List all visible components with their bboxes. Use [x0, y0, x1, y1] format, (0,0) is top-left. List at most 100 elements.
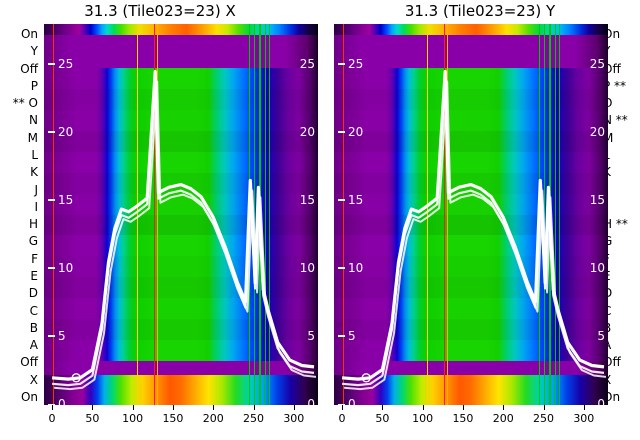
category-label: E — [30, 269, 38, 283]
category-label: H ** — [603, 217, 628, 232]
x-tick-mark — [382, 405, 384, 410]
category-label: On — [20, 390, 38, 404]
x-tick-mark — [172, 405, 174, 410]
y-tick-label-right: 20 — [299, 124, 315, 139]
category-label: C — [29, 303, 38, 318]
x-tick-label: 300 — [283, 412, 305, 425]
y-tick-label: 25 — [48, 58, 73, 70]
x-tick-mark — [293, 405, 295, 410]
x-tick-mark — [253, 405, 255, 410]
category-label: N ** — [603, 113, 628, 128]
y-tick-label-right: 25 — [589, 56, 605, 71]
y-tick-label-right: 15 — [589, 192, 605, 207]
x-tick-mark — [132, 405, 134, 410]
panel-y-x-axis: 0 50 100 150 200 250 300 — [334, 405, 608, 439]
band-top-strip — [44, 24, 318, 35]
y-tick-label: 0 — [48, 398, 66, 405]
x-tick-mark — [503, 405, 505, 410]
y-tick-label-right: 15 — [299, 192, 315, 207]
y-tick-label: 20 — [48, 126, 73, 138]
x-tick-label: 250 — [533, 412, 555, 425]
category-label: X — [29, 372, 38, 387]
y-tick-label-right: 25 — [299, 56, 315, 71]
heatmap-vertical-stripe — [156, 24, 159, 405]
x-tick-label: 0 — [48, 412, 56, 425]
y-tick-label-right: 10 — [299, 260, 315, 275]
category-label: H — [28, 217, 38, 232]
x-tick-label: 150 — [162, 412, 184, 425]
band-upper-gap — [44, 34, 318, 68]
y-tick-label: 25 — [338, 58, 363, 70]
y-tick-label: 0 — [338, 398, 356, 405]
y-tick-label-right: 0 — [597, 397, 605, 405]
y-tick-label: 15 — [48, 194, 73, 206]
x-tick-label: 50 — [375, 412, 390, 425]
profile-marker — [361, 373, 371, 383]
category-label: On — [20, 27, 38, 41]
band-top-strip — [334, 24, 608, 35]
category-label: D — [28, 286, 38, 301]
category-label: N — [29, 113, 38, 128]
x-tick-mark — [52, 405, 54, 410]
heatmap-vertical-stripe — [53, 24, 55, 405]
category-label: P — [30, 78, 38, 93]
x-tick-label: 50 — [85, 412, 100, 425]
heatmap-vertical-stripe — [265, 24, 267, 405]
x-tick-label: 100 — [412, 412, 434, 425]
y-tick-label-right: 5 — [597, 328, 605, 343]
profile-trace — [344, 80, 607, 391]
category-label: L — [31, 148, 38, 162]
category-label: P ** — [603, 78, 627, 93]
y-tick-label-right: 10 — [589, 260, 605, 275]
band-upper-gap — [334, 34, 608, 68]
category-label: J — [34, 182, 38, 197]
panel-x-x-axis: 0 50 100 150 200 250 300 — [44, 405, 318, 439]
y-tick-label-right: 20 — [589, 124, 605, 139]
x-tick-mark — [462, 405, 464, 410]
heatmap-vertical-stripe — [136, 24, 138, 405]
y-tick-label-right: 0 — [307, 397, 315, 405]
heatmap-vertical-stripe — [555, 24, 557, 405]
white-profile-curve — [51, 69, 317, 391]
y-tick-label: 10 — [48, 262, 73, 274]
panel-x-category-axis: On Y Off P ** O N M L K J I H G F E D C B A Off X On — [0, 24, 40, 405]
x-tick-label: 150 — [452, 412, 474, 425]
profile-marker — [71, 373, 81, 383]
x-tick-label: 300 — [573, 412, 595, 425]
band-bottom-strip — [44, 375, 318, 405]
y-tick-label: 15 — [338, 194, 363, 206]
profile-trace — [342, 76, 605, 387]
profile-trace — [52, 76, 315, 387]
category-label: M — [603, 130, 614, 145]
x-tick-mark — [92, 405, 94, 410]
y-tick-label: 5 — [338, 330, 356, 342]
panel-x-heatmap: 25 25 20 20 15 15 10 10 5 5 0 0 — [44, 24, 318, 405]
x-tick-mark — [543, 405, 545, 410]
x-tick-label: 200 — [492, 412, 514, 425]
category-label: G — [28, 234, 38, 249]
x-tick-label: 250 — [243, 412, 265, 425]
heatmap-vertical-stripe — [343, 24, 345, 405]
y-tick-label-right: 5 — [307, 328, 315, 343]
heatmap-vertical-stripe — [269, 24, 271, 405]
panel-x-title: 31.3 (Tile023=23) X — [84, 2, 236, 20]
band-bottom-strip — [334, 375, 608, 405]
y-tick-label: 20 — [338, 126, 363, 138]
x-tick-mark — [583, 405, 585, 410]
y-tick-label: 10 — [338, 262, 363, 274]
category-label: Off — [20, 61, 38, 76]
heatmap-vertical-stripe — [559, 24, 561, 405]
x-tick-label: 200 — [202, 412, 224, 425]
category-label: ** O — [12, 96, 38, 111]
heatmap-vertical-stripe — [446, 24, 449, 405]
category-label: B — [29, 320, 38, 335]
x-tick-label: 100 — [122, 412, 144, 425]
white-profile-curve — [341, 69, 607, 391]
x-tick-mark — [422, 405, 424, 410]
category-label: A — [29, 338, 38, 353]
x-tick-mark — [342, 405, 344, 410]
y-tick-label: 5 — [48, 330, 66, 342]
